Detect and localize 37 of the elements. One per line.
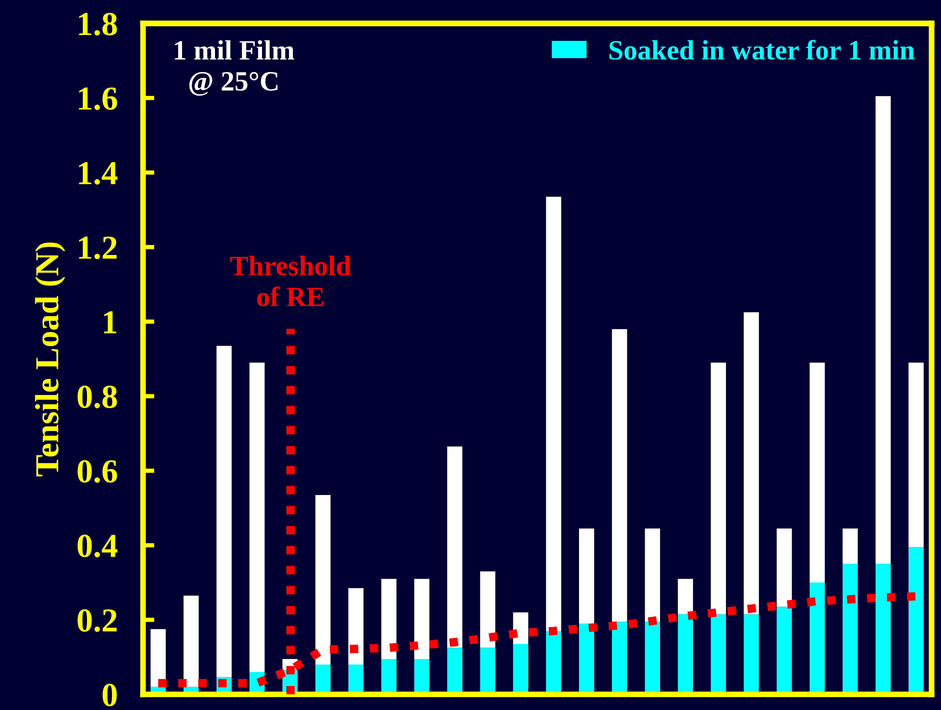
y-tick-label: 0 [102, 684, 117, 706]
y-tick-label: 0.6 [78, 460, 118, 483]
bar [480, 571, 496, 648]
bar [842, 528, 858, 564]
bar [348, 588, 364, 665]
annotation: Threshold of RE [230, 256, 351, 306]
y-axis-title: Tensile Load (N) [35, 242, 66, 476]
bar [876, 96, 891, 564]
bar [184, 596, 199, 687]
bar [546, 196, 562, 632]
bar [908, 362, 924, 548]
bar [381, 578, 396, 659]
bar [644, 528, 660, 622]
bar [744, 312, 759, 614]
y-tick-label: 1.8 [79, 12, 117, 36]
bar [513, 612, 528, 644]
y-tick-label: 1.4 [79, 162, 118, 185]
bar [776, 528, 792, 607]
y-tick-label: 0.8 [78, 386, 117, 408]
bar [216, 346, 232, 678]
y-tick-label: 1 [104, 311, 116, 334]
bar [578, 528, 594, 624]
bar [612, 329, 628, 622]
legend-label: Soaked in water for 1 min [610, 40, 915, 60]
annotation: 1 mil Film @ 25°C [175, 40, 294, 96]
bar [810, 362, 825, 583]
bar [414, 578, 430, 659]
bar [150, 629, 166, 687]
bar [710, 362, 726, 614]
bar [447, 446, 462, 648]
bar [678, 578, 694, 614]
y-tick-label: 1.2 [79, 236, 117, 260]
y-tick-label: 0.2 [78, 609, 117, 632]
bar [315, 494, 331, 665]
y-tick-label: 1.6 [79, 87, 118, 110]
bar [249, 362, 265, 672]
y-tick-label: 0.4 [78, 534, 118, 558]
